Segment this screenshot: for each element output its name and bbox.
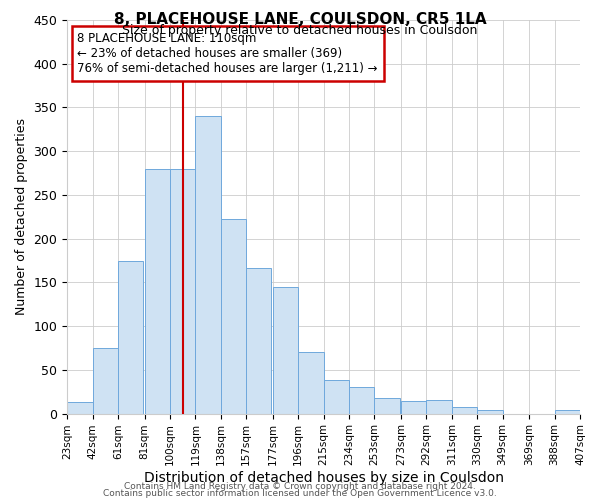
Bar — [145, 168, 170, 414]
Bar — [246, 268, 271, 414]
Bar — [554, 410, 580, 414]
Text: Size of property relative to detached houses in Coulsdon: Size of property relative to detached ho… — [122, 24, 478, 37]
Bar — [452, 406, 477, 414]
Bar — [118, 260, 143, 414]
Y-axis label: Number of detached properties: Number of detached properties — [15, 118, 28, 316]
Bar — [374, 398, 400, 413]
Bar — [401, 402, 427, 413]
Bar — [92, 348, 118, 414]
Bar — [427, 400, 452, 413]
Text: Contains HM Land Registry data © Crown copyright and database right 2024.: Contains HM Land Registry data © Crown c… — [124, 482, 476, 491]
Bar — [196, 116, 221, 414]
Text: 8, PLACEHOUSE LANE, COULSDON, CR5 1LA: 8, PLACEHOUSE LANE, COULSDON, CR5 1LA — [113, 12, 487, 28]
Bar — [477, 410, 503, 414]
Bar — [221, 220, 246, 414]
Bar — [298, 352, 323, 414]
Bar — [170, 168, 196, 414]
Bar — [67, 402, 92, 413]
Text: Contains public sector information licensed under the Open Government Licence v3: Contains public sector information licen… — [103, 490, 497, 498]
X-axis label: Distribution of detached houses by size in Coulsdon: Distribution of detached houses by size … — [143, 471, 503, 485]
Bar — [323, 380, 349, 414]
Bar — [273, 287, 298, 414]
Bar — [349, 388, 374, 413]
Text: 8 PLACEHOUSE LANE: 110sqm
← 23% of detached houses are smaller (369)
76% of semi: 8 PLACEHOUSE LANE: 110sqm ← 23% of detac… — [77, 32, 378, 75]
